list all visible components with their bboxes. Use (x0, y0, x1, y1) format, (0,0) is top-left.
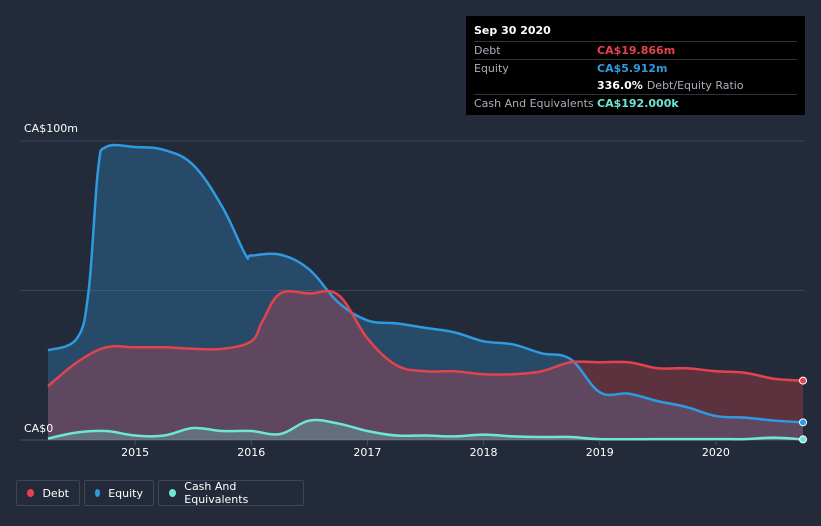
debt-line (47, 289, 804, 388)
legend-item-debt[interactable]: Debt (16, 480, 80, 506)
equity-legend-dot-icon (95, 489, 101, 497)
legend-debt-label: Debt (42, 486, 69, 500)
series-lines (47, 143, 804, 441)
debt-legend-dot-icon (27, 489, 35, 497)
x-tick-label: 2020 (702, 446, 730, 459)
x-tick-label: 2015 (121, 446, 149, 459)
y-axis-bottom-label: CA$0 (24, 422, 54, 435)
x-tick-label: 2016 (237, 446, 265, 459)
x-axis-ticks: 2015 2016 2017 2018 2019 2020 (121, 440, 730, 459)
tooltip-equity-label: Equity (474, 62, 509, 75)
cash-legend-dot-icon (169, 489, 177, 497)
tooltip-equity-value: CA$5.912m (597, 62, 668, 75)
tooltip-debt-label: Debt (474, 44, 501, 57)
data-tooltip: Sep 30 2020 Debt CA$19.866m Equity CA$5.… (466, 16, 805, 115)
tooltip-debt-value: CA$19.866m (597, 44, 676, 57)
tooltip-ratio-value: 336.0% (597, 79, 643, 92)
tooltip-date: Sep 30 2020 (474, 24, 551, 37)
tooltip-cash-label: Cash And Equivalents (474, 97, 594, 110)
y-axis-top-label: CA$100m (24, 122, 78, 135)
legend-equity-label: Equity (108, 486, 143, 500)
tooltip-cash-value: CA$192.000k (597, 97, 679, 110)
end-markers (799, 376, 807, 444)
debt-area (48, 291, 803, 440)
cash-end-point (799, 435, 807, 444)
x-tick-label: 2019 (586, 446, 614, 459)
x-tick-label: 2018 (470, 446, 498, 459)
legend-cash-label: Cash And Equivalents (184, 480, 249, 506)
equity-line (47, 143, 804, 424)
equity-area (48, 144, 803, 440)
equity-end-point (799, 418, 807, 427)
legend-item-cash[interactable]: Cash And Equivalents (158, 480, 304, 506)
x-tick-label: 2017 (353, 446, 381, 459)
cash-line (47, 418, 804, 441)
series-areas (48, 144, 803, 440)
debt-end-point (799, 376, 807, 385)
tooltip-ratio-label: Debt/Equity Ratio (646, 79, 744, 92)
cash-area (48, 419, 803, 440)
legend-item-equity[interactable]: Equity (84, 480, 154, 506)
